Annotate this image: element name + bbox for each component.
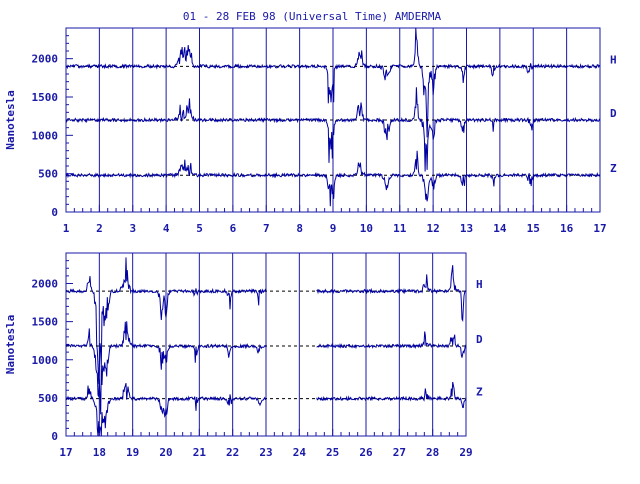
y-tick-label: 500 (38, 392, 58, 405)
x-tick-label: 26 (359, 446, 373, 459)
y-tick-label: 2000 (32, 278, 59, 291)
x-tick-label: 19 (126, 446, 139, 459)
trace-d (65, 87, 601, 172)
x-tick-label: 14 (493, 222, 507, 235)
y-tick-label: 0 (51, 430, 58, 443)
panel-top: 1 2 3 4 5 6 7 8 9 10 11 12 13 14 15 16 17050010001500200… (4, 27, 617, 235)
panel-bottom: 17 18 19 20 21 22 23 24 25 26 27 28 29 0 500 1000 1500 20… (4, 252, 483, 459)
x-tick-label: 2 (96, 222, 103, 235)
x-tick-label: 16 (560, 222, 574, 235)
x-tick-label: 18 (93, 446, 106, 459)
x-tick-label: 24 (293, 446, 307, 459)
trace-h (65, 27, 601, 138)
series-label-h: H (610, 53, 617, 66)
trace-h (65, 257, 467, 385)
series-label-z: Z (610, 162, 617, 175)
y-tick-label: 500 (38, 168, 58, 181)
trace-d (65, 321, 467, 415)
y-tick-label: 2000 (32, 53, 59, 66)
x-tick-label: 15 (527, 222, 540, 235)
series-label-z: Z (476, 386, 483, 399)
x-tick-label: 6 (230, 222, 237, 235)
x-tick-label: 1 (63, 222, 70, 235)
x-tick-label: 8 (296, 222, 303, 235)
x-tick-label: 13 (460, 222, 473, 235)
x-tick-label: 11 (393, 222, 407, 235)
y-axis-label: Nanotesla (4, 90, 17, 150)
y-tick-label: 1000 (32, 354, 59, 367)
y-tick-label: 1500 (32, 316, 59, 329)
x-tick-label: 10 (360, 222, 373, 235)
y-axis-label: Nanotesla (4, 315, 17, 375)
x-tick-label: 22 (226, 446, 239, 459)
x-tick-label: 23 (259, 446, 272, 459)
x-tick-label: 9 (330, 222, 337, 235)
x-tick-label: 5 (196, 222, 203, 235)
x-tick-label: 12 (427, 222, 440, 235)
y-tick-label: 0 (51, 206, 58, 219)
x-tick-label: 28 (426, 446, 439, 459)
y-tick-label: 1000 (32, 129, 59, 142)
series-label-h: H (476, 278, 483, 291)
chart-title: 01 - 28 FEB 98 (Universal Time) AMDERMA (183, 10, 442, 23)
x-tick-label: 29 (459, 446, 472, 459)
y-tick-label: 1500 (32, 91, 59, 104)
x-tick-label: 4 (163, 222, 170, 235)
series-label-d: D (610, 107, 617, 120)
x-tick-label: 3 (129, 222, 136, 235)
x-tick-label: 7 (263, 222, 270, 235)
trace-z (65, 150, 601, 207)
trace-z (65, 381, 467, 437)
x-tick-label: 21 (193, 446, 207, 459)
x-tick-label: 25 (326, 446, 339, 459)
x-tick-label: 17 (59, 446, 72, 459)
series-label-d: D (476, 333, 483, 346)
x-tick-label: 17 (593, 222, 606, 235)
x-tick-label: 27 (393, 446, 406, 459)
x-tick-label: 20 (159, 446, 172, 459)
